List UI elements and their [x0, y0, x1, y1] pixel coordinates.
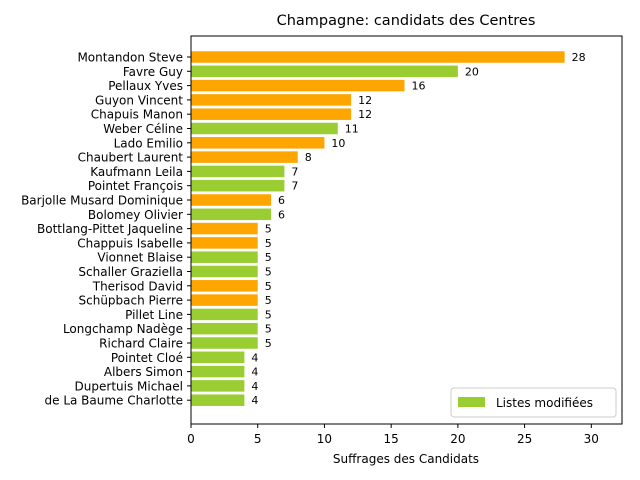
bar-richard-claire — [191, 337, 258, 349]
x-tick-label: 10 — [317, 432, 332, 446]
y-tick-label: Albers Simon — [104, 365, 183, 379]
legend: Listes modifiées — [450, 387, 617, 418]
bar-value-label: 5 — [265, 280, 272, 293]
y-tick-label: Kaufmann Leila — [90, 165, 183, 179]
x-tick-label: 25 — [517, 432, 532, 446]
y-tick-label: Longchamp Nadège — [63, 322, 183, 336]
bar-value-label: 5 — [265, 337, 272, 350]
bar-value-label: 4 — [251, 380, 258, 393]
y-tick-label: Guyon Vincent — [95, 93, 183, 107]
bar-value-label: 6 — [278, 194, 285, 207]
y-tick-label: Barjolle Musard Dominique — [21, 194, 183, 208]
bar-value-label: 12 — [358, 94, 372, 107]
bar-value-label: 4 — [251, 366, 258, 379]
bar-guyon-vincent — [191, 94, 352, 106]
y-tick-label: Bolomey Olivier — [88, 208, 183, 222]
bar-value-label: 5 — [265, 223, 272, 236]
y-tick-label: Pillet Line — [125, 308, 183, 322]
bar-vionnet-blaise — [191, 251, 258, 263]
bar-value-label: 4 — [251, 394, 258, 407]
y-tick-label: Pointet François — [88, 179, 183, 193]
bar-schupbach-pierre — [191, 294, 258, 306]
bar-value-label: 5 — [265, 308, 272, 321]
x-tick-label: 0 — [187, 432, 195, 446]
legend-label-modified: Listes modifiées — [496, 396, 593, 410]
bar-de-la-baume-charlotte — [191, 394, 245, 406]
y-tick-label: Chaubert Laurent — [78, 151, 184, 165]
bar-longchamp-nadege — [191, 322, 258, 335]
bar-value-label: 16 — [411, 80, 425, 93]
bar-value-label: 8 — [305, 151, 312, 164]
x-tick-label: 5 — [254, 432, 262, 446]
bar-bottlang-pittet-jaqueline — [191, 222, 258, 235]
y-tick-label: Schüpbach Pierre — [79, 294, 184, 308]
bar-kaufmann-leila — [191, 165, 285, 178]
bar-pellaux-yves — [191, 79, 405, 92]
bar-chapuis-manon — [191, 108, 352, 120]
chart-title: Champagne: candidats des Centres — [277, 13, 536, 29]
bar-pillet-line — [191, 308, 258, 321]
y-tick-label: Chapuis Manon — [91, 108, 183, 122]
bar-therisod-david — [191, 280, 258, 292]
bar-value-label: 11 — [345, 123, 359, 136]
x-axis: 0 5 10 15 20 25 30 — [187, 424, 599, 446]
legend-box — [450, 387, 617, 418]
y-tick-label: de La Baume Charlotte — [45, 394, 184, 408]
bar-value-label: 5 — [265, 266, 272, 279]
bars-group — [191, 51, 565, 406]
bar-value-label: 5 — [265, 294, 272, 307]
bar-value-label: 12 — [358, 108, 372, 121]
bar-pointet-cloe — [191, 351, 245, 364]
y-tick-label: Chappuis Isabelle — [77, 236, 183, 250]
y-tick-label: Lado Emilio — [114, 136, 183, 150]
bar-value-label: 28 — [572, 51, 586, 64]
x-axis-label: Suffrages des Candidats — [333, 452, 479, 466]
legend-swatch-modified — [458, 397, 485, 407]
bar-value-label: 4 — [251, 351, 258, 364]
y-tick-label: Montandon Steve — [77, 51, 183, 65]
bar-value-label: 6 — [278, 208, 285, 221]
x-tick-label: 30 — [584, 432, 599, 446]
x-tick-label: 15 — [384, 432, 399, 446]
bar-chappuis-isabelle — [191, 237, 258, 249]
y-tick-label: Weber Céline — [103, 122, 183, 136]
y-tick-label: Richard Claire — [99, 337, 183, 351]
y-tick-label: Dupertuis Michael — [75, 379, 183, 393]
y-tick-label: Bottlang-Pittet Jaqueline — [37, 222, 183, 236]
bar-value-label: 20 — [465, 65, 479, 78]
bar-chaubert-laurent — [191, 151, 298, 163]
y-tick-label: Favre Guy — [123, 65, 183, 79]
bar-dupertuis-michael — [191, 380, 245, 392]
bar-value-label: 5 — [265, 323, 272, 336]
bar-bolomey-olivier — [191, 208, 272, 221]
bar-value-label: 7 — [291, 180, 298, 193]
bar-schaller-graziella — [191, 265, 258, 278]
y-tick-label: Therisod David — [92, 279, 183, 293]
y-tick-label: Pellaux Yves — [108, 79, 183, 93]
y-tick-label: Pointet Cloé — [111, 351, 183, 365]
bar-lado-emilio — [191, 137, 325, 149]
bar-value-label: 5 — [265, 251, 272, 264]
bar-value-label: 10 — [331, 137, 345, 150]
bar-montandon-steve — [191, 51, 565, 63]
bar-barjolle-musard-dominique — [191, 194, 272, 206]
plot-frame — [190, 35, 623, 425]
bar-albers-simon — [191, 365, 245, 378]
x-tick-label: 20 — [450, 432, 465, 446]
bar-favre-guy — [191, 65, 458, 78]
bar-value-label: 5 — [265, 237, 272, 250]
y-tick-label: Vionnet Blaise — [97, 251, 183, 265]
bar-value-label: 7 — [291, 165, 298, 178]
y-tick-label: Schaller Graziella — [78, 265, 183, 279]
bar-pointet-francois — [191, 179, 285, 192]
bar-weber-celine — [191, 122, 338, 135]
